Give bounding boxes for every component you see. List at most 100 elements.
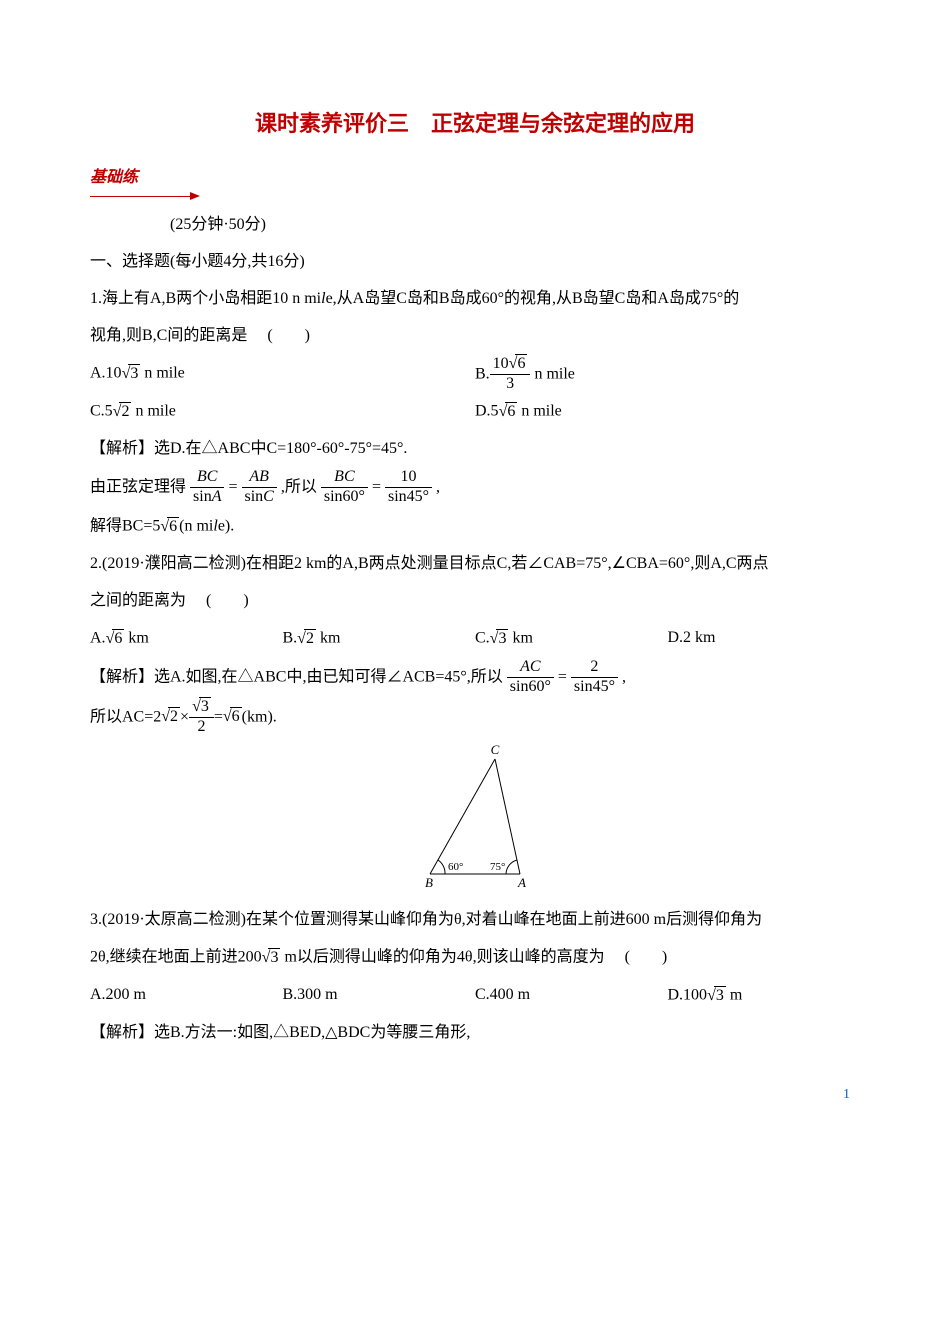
q1-optB-num-rad: 6 xyxy=(515,354,527,372)
q1-sol2-c: , xyxy=(436,479,440,496)
q2-sol2-f-num-rad: 3 xyxy=(199,697,211,715)
q1-sol2-b: ,所以 xyxy=(281,479,317,496)
q3-text2-rad: 3 xyxy=(268,948,280,966)
sqrt-icon: √6 xyxy=(160,509,179,544)
q1-optA-pre: A.10 xyxy=(90,365,122,382)
q1-sol3-c: e). xyxy=(218,518,234,535)
q1-optD-rad: 6 xyxy=(505,402,517,420)
timing: (25分钟·50分) xyxy=(90,207,860,242)
q1-optB-num-a: 10 xyxy=(493,355,509,372)
fig-angle-A: 75° xyxy=(490,861,505,873)
q2-optA: A.√6 km xyxy=(90,620,283,656)
q1-options-row1: A.10√3 n mile B.10√63 n mile xyxy=(90,355,860,393)
q2-sol2-f-den: 2 xyxy=(189,717,214,736)
q1-sol2-f4-num: 10 xyxy=(385,468,432,486)
q2-optB: B.√2 km xyxy=(283,620,476,656)
fig-label-B: B xyxy=(425,875,433,890)
q1-sol2-f1-den-var: A xyxy=(212,488,222,505)
page-number: 1 xyxy=(90,1080,860,1111)
q1-text-a: 1.海上有A,B两个小岛相距10 n mi xyxy=(90,290,321,307)
q1-sol1: 【解析】选D.在△ABC中C=180°-60°-75°=45°. xyxy=(90,431,860,466)
q3-text2-a: 2θ,继续在地面上前进200 xyxy=(90,949,262,966)
section-label: 基础练 xyxy=(90,160,198,196)
sqrt-icon: √3 xyxy=(192,698,211,716)
q1-optC: C.5√2 n mile xyxy=(90,393,475,429)
q1-sol2-f2-den-var: C xyxy=(263,488,274,505)
q2-sol1-b: , xyxy=(622,669,626,686)
q3-text2: 2θ,继续在地面上前进200√3 m以后测得山峰的仰角为4θ,则该山峰的高度为 … xyxy=(90,939,860,975)
fraction-icon: BCsinA xyxy=(190,468,224,506)
q3-text1: 3.(2019·太原高二检测)在某个位置测得某山峰仰角为θ,对着山峰在地面上前进… xyxy=(90,902,860,937)
q1-sol2-eq2: = xyxy=(372,479,381,496)
q3-optD-post: m xyxy=(726,987,742,1004)
sqrt-icon: √2 xyxy=(297,621,316,656)
q2-sol2-a: 所以AC=2 xyxy=(90,708,161,725)
fraction-icon: 10sin45° xyxy=(385,468,432,506)
q1-sol2-f3-num: BC xyxy=(321,468,368,486)
sqrt-icon: √2 xyxy=(113,394,132,429)
q1-optA-rad: 3 xyxy=(128,364,140,382)
q2-optC-pre: C. xyxy=(475,630,490,647)
triangle-diagram-icon: C B A 60° 75° xyxy=(400,744,550,894)
q3-optD-pre: D.100 xyxy=(668,987,708,1004)
q3-optD: D.100√3 m xyxy=(668,977,861,1013)
sqrt-icon: √6 xyxy=(499,394,518,429)
fraction-icon: ABsinC xyxy=(242,468,277,506)
q2-optB-rad: 2 xyxy=(304,629,316,647)
sqrt-icon: √3 xyxy=(707,978,726,1013)
fraction-icon: 2sin45° xyxy=(571,658,618,696)
q3-optC: C.400 m xyxy=(475,977,668,1013)
q2-optC: C.√3 km xyxy=(475,620,668,656)
page-title: 课时素养评价三 正弦定理与余弦定理的应用 xyxy=(90,100,860,148)
sqrt-icon: √6 xyxy=(106,621,125,656)
q1-optC-post: n mile xyxy=(131,403,175,420)
q1-optB-den: 3 xyxy=(490,374,531,393)
q2-sol1-f1-num: AC xyxy=(507,658,554,676)
q2-options: A.√6 km B.√2 km C.√3 km D.2 km xyxy=(90,620,860,656)
q1-optA: A.10√3 n mile xyxy=(90,355,475,393)
q2-text1: 2.(2019·濮阳高二检测)在相距2 km的A,B两点处测量目标点C,若∠CA… xyxy=(90,546,860,581)
q1-sol3-rad: 6 xyxy=(167,517,179,535)
q2-optB-post: km xyxy=(316,630,340,647)
q2-sol2: 所以AC=2√2×√32=√6(km). xyxy=(90,698,860,736)
sqrt-icon: √3 xyxy=(122,356,141,391)
q2-sol1-f1-den: sin60° xyxy=(507,677,554,696)
q1-text-b: e,从A岛望C岛和B岛成60°的视角,从B岛望C岛和A岛成75°的 xyxy=(326,290,740,307)
q2-sol1-f2-num: 2 xyxy=(571,658,618,676)
q2-optA-post: km xyxy=(124,630,148,647)
q1-sol3-b: (n mi xyxy=(179,518,213,535)
q2-optC-post: km xyxy=(508,630,532,647)
q1-sol2-f3-den: sin60° xyxy=(321,487,368,506)
q1-sol2-eq1: = xyxy=(228,479,237,496)
q2-sol2-b: × xyxy=(180,708,189,725)
q3-text2-b: m以后测得山峰的仰角为4θ,则该山峰的高度为 ( ) xyxy=(280,949,667,966)
q3-options: A.200 m B.300 m C.400 m D.100√3 m xyxy=(90,977,860,1013)
fraction-icon: √32 xyxy=(189,698,214,736)
q3-optA: A.200 m xyxy=(90,977,283,1013)
q1-optC-pre: C.5 xyxy=(90,403,113,420)
q1-optB: B.10√63 n mile xyxy=(475,355,860,393)
q2-optA-pre: A. xyxy=(90,630,106,647)
sqrt-icon: √6 xyxy=(223,699,242,734)
q2-sol2-rad2: 6 xyxy=(230,707,242,725)
q2-sol1-f2-den: sin45° xyxy=(571,677,618,696)
q2-sol1-eq: = xyxy=(558,669,567,686)
fig-label-A: A xyxy=(517,875,526,890)
q2-sol2-c: = xyxy=(214,708,223,725)
sqrt-icon: √3 xyxy=(262,940,281,975)
q2-figure: C B A 60° 75° xyxy=(90,744,860,894)
fig-label-C: C xyxy=(491,744,500,757)
q1-sol3-a: 解得BC=5 xyxy=(90,518,160,535)
q1-optA-post: n mile xyxy=(140,365,184,382)
q1-sol2-f4-den: sin45° xyxy=(385,487,432,506)
q2-sol1: 【解析】选A.如图,在△ABC中,由已知可得∠ACB=45°,所以 ACsin6… xyxy=(90,658,860,696)
q1-sol3: 解得BC=5√6(n mile). xyxy=(90,508,860,544)
q2-optD: D.2 km xyxy=(668,620,861,656)
q2-optC-rad: 3 xyxy=(496,629,508,647)
q1-options-row2: C.5√2 n mile D.5√6 n mile xyxy=(90,393,860,429)
q3-sol1: 【解析】选B.方法一:如图,△BED,△BDC为等腰三角形, xyxy=(90,1015,860,1050)
q2-sol1-a: 【解析】选A.如图,在△ABC中,由已知可得∠ACB=45°,所以 xyxy=(90,669,503,686)
q1-optB-post: n mile xyxy=(530,366,574,383)
q1-sol2-a: 由正弦定理得 xyxy=(90,479,186,496)
q1-text2: 视角,则B,C间的距离是 ( ) xyxy=(90,318,860,353)
